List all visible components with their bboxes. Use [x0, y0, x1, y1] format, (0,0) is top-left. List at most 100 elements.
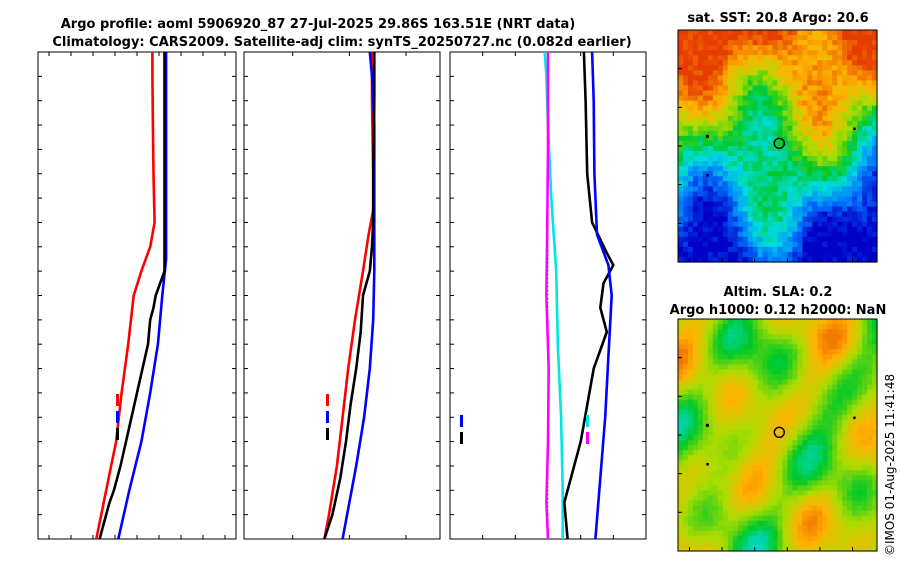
map-cell: [847, 75, 853, 82]
map-cell: [772, 515, 779, 522]
map-cell: [687, 246, 694, 253]
map-cell: [692, 339, 699, 345]
map-cell: [807, 65, 813, 71]
map-cell: [837, 115, 843, 122]
map-cell: [787, 211, 794, 218]
map-cell: [847, 176, 853, 182]
map-cell: [712, 324, 719, 330]
map-cell: [832, 545, 838, 552]
map-cell: [697, 90, 704, 97]
map-cell: [857, 384, 863, 391]
map-cell: [767, 60, 774, 66]
map-cell: [872, 475, 878, 481]
map-cell: [842, 130, 848, 137]
map-cell: [847, 85, 853, 92]
map-cell: [712, 115, 719, 122]
map-cell: [832, 191, 838, 198]
map-cell: [732, 50, 739, 56]
map-cell: [697, 319, 704, 325]
map-cell: [812, 166, 818, 172]
map-cell: [742, 221, 749, 228]
map-cell: [842, 379, 848, 386]
map-cell: [752, 226, 759, 233]
map-cell: [862, 515, 868, 522]
map-cell: [687, 389, 694, 396]
map-cell: [692, 196, 699, 203]
map-cell: [692, 80, 699, 87]
map-cell: [837, 424, 843, 431]
map-cell: [692, 135, 699, 142]
map-cell: [852, 120, 858, 127]
map-cell: [797, 55, 803, 61]
map-cell: [812, 399, 818, 406]
map-cell: [842, 545, 848, 552]
map-cell: [802, 530, 808, 537]
map-cell: [792, 480, 798, 487]
map-cell: [687, 181, 694, 187]
map-cell: [732, 120, 739, 127]
legend-swatch: [460, 432, 463, 444]
map-cell: [722, 324, 729, 330]
map-cell: [797, 414, 803, 421]
map-cell: [732, 334, 739, 340]
map-cell: [867, 206, 873, 213]
map-cell: [847, 409, 853, 416]
map-cell: [697, 535, 704, 542]
map-cell: [852, 186, 858, 192]
map-cell: [862, 201, 868, 208]
map-cell: [807, 186, 813, 192]
map-cell: [767, 171, 774, 177]
map-cell: [852, 510, 858, 517]
map-cell: [712, 140, 719, 147]
map-cell: [717, 374, 724, 381]
map-cell: [678, 369, 684, 376]
map-cell: [762, 35, 769, 41]
map-cell: [832, 435, 838, 441]
map-cell: [847, 339, 853, 345]
map-cell: [857, 495, 863, 502]
map-cell: [822, 176, 828, 182]
map-cell: [697, 211, 704, 218]
map-cell: [702, 344, 709, 350]
map-cell: [782, 460, 789, 466]
series-argo: [323, 52, 376, 539]
map-cell: [702, 40, 709, 46]
map-cell: [772, 440, 779, 446]
map-cell: [747, 399, 754, 406]
map-cell: [872, 206, 878, 213]
map-cell: [832, 201, 838, 208]
map-cell: [767, 75, 774, 82]
map-cell: [707, 236, 714, 243]
map-cell: [712, 485, 719, 492]
map-cell: [697, 369, 704, 376]
map-cell: [847, 440, 853, 446]
map-cell: [752, 246, 759, 253]
map-cell: [792, 80, 798, 87]
map-cell: [842, 435, 848, 441]
map-cell: [802, 515, 808, 522]
map-cell: [717, 85, 724, 92]
map-cell: [847, 241, 853, 248]
map-cell: [702, 125, 709, 132]
map-cell: [842, 490, 848, 497]
legend-swatch: [326, 411, 329, 423]
map-cell: [727, 186, 734, 192]
map-cell: [837, 256, 843, 263]
map-cell: [812, 419, 818, 426]
map-cell: [857, 40, 863, 46]
map-cell: [707, 186, 714, 192]
map-cell: [717, 95, 724, 102]
map-cell: [702, 540, 709, 547]
map-cell: [752, 535, 759, 542]
map-cell: [817, 251, 823, 258]
map-cell: [862, 419, 868, 426]
map-cell: [817, 156, 823, 162]
map-cell: [752, 171, 759, 177]
map-cell: [837, 211, 843, 218]
map-cell: [797, 485, 803, 492]
map-cell: [782, 369, 789, 376]
map-cell: [812, 45, 818, 51]
map-cell: [682, 384, 689, 391]
map-cell: [852, 374, 858, 381]
map-cell: [872, 85, 878, 92]
